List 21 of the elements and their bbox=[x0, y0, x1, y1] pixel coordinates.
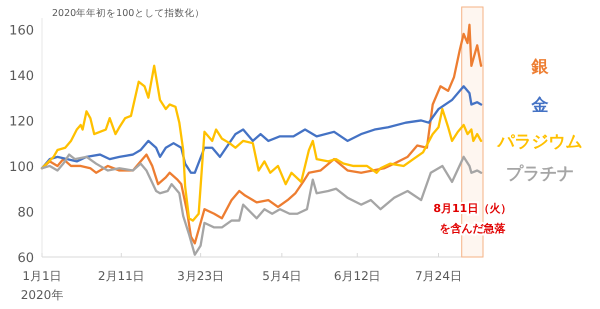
line-series bbox=[40, 153, 482, 256]
line-series bbox=[40, 85, 482, 174]
x-tick-label: 7月24日 bbox=[415, 269, 462, 283]
y-tick-label: 140 bbox=[9, 68, 34, 84]
x-tick-label: 2月11日 bbox=[98, 269, 145, 283]
band-label: 8月11日（火）を含んだ急落 bbox=[433, 202, 512, 235]
x-tick-label: 5月4日 bbox=[262, 269, 302, 283]
text: 銀 bbox=[530, 56, 550, 77]
y-tick-label: 80 bbox=[17, 205, 34, 220]
x-tick-label: 6月12日 bbox=[334, 269, 381, 283]
y-tick-label: 60 bbox=[17, 251, 34, 266]
chart-subtitle: 2020年年初を100として指数化） bbox=[52, 7, 204, 19]
y-tick-label: 160 bbox=[9, 23, 34, 38]
series-label: プラチナ bbox=[506, 164, 574, 184]
y-tick-label: 120 bbox=[9, 114, 34, 130]
x-tick-label: 1月1日 2020年 bbox=[20, 269, 64, 302]
line-series bbox=[40, 64, 482, 222]
series-label: パラジウム bbox=[496, 132, 582, 152]
y-tick-label: 100 bbox=[9, 160, 34, 175]
text: 金 bbox=[530, 95, 548, 116]
x-tick-label: 3月23日 bbox=[177, 269, 224, 283]
